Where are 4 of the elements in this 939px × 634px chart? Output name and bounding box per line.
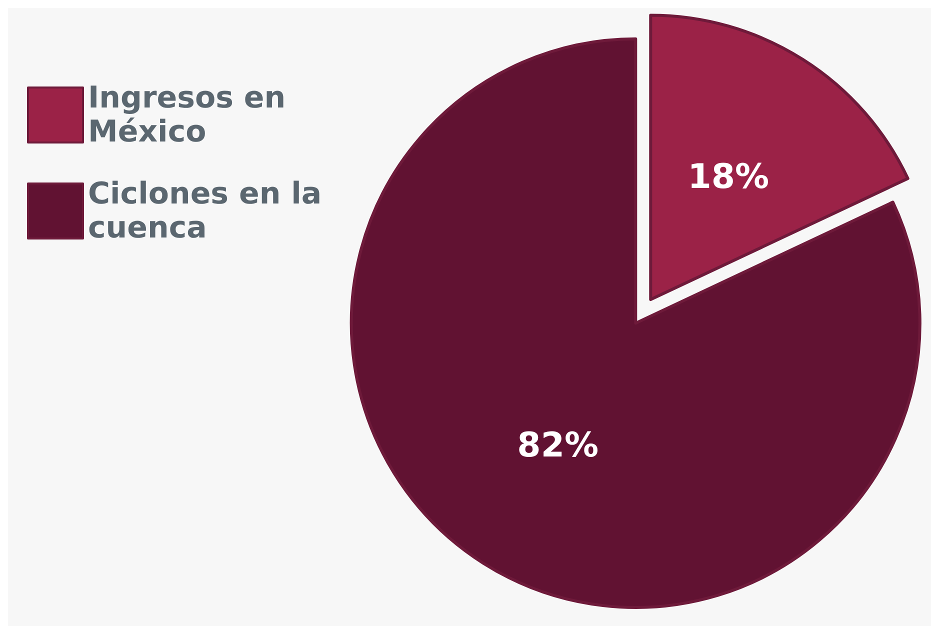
legend-label: Ciclones en la cuenca bbox=[88, 176, 332, 246]
data-label: 18% bbox=[688, 156, 770, 197]
data-label: 82% bbox=[517, 426, 599, 466]
legend-label: Ingresos en México bbox=[88, 80, 296, 150]
